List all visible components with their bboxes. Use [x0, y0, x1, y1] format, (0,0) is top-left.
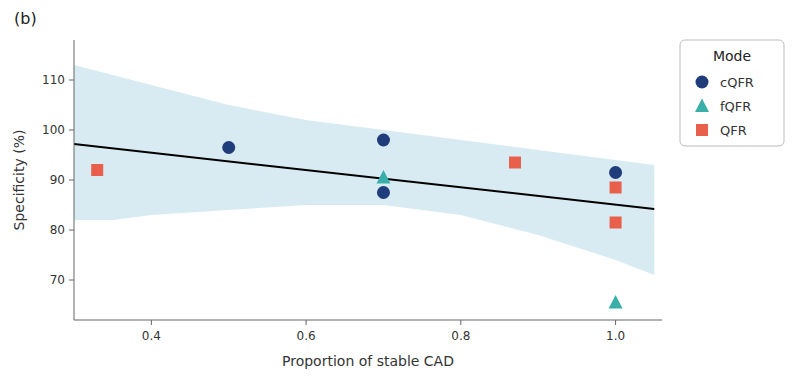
x-tick-label: 1.0 — [606, 329, 625, 343]
legend-marker — [696, 124, 708, 136]
scatter-series — [222, 134, 622, 200]
regression-line — [74, 144, 654, 209]
x-tick-label: 0.8 — [451, 329, 470, 343]
scatter-point — [222, 141, 235, 154]
x-axis-line — [74, 320, 662, 321]
scatter-point — [610, 182, 622, 194]
x-tick — [615, 320, 616, 325]
x-tick — [151, 320, 152, 325]
axes: 0.4 0.6 0.8 1.0 70 80 90 100 110 — [42, 40, 662, 343]
legend: Mode cQFR fQFR QFR — [680, 40, 784, 146]
legend-title: Mode — [713, 48, 751, 64]
scatter-point — [509, 157, 521, 169]
y-tick-label: 110 — [42, 73, 65, 87]
y-tick — [69, 80, 74, 81]
plot-area — [74, 65, 654, 309]
y-tick-label: 80 — [50, 223, 65, 237]
scatter-point — [609, 295, 623, 309]
scatter-series — [376, 170, 622, 309]
scatter-series — [91, 157, 621, 229]
legend-label: QFR — [720, 123, 747, 138]
scatter-point — [91, 164, 103, 176]
x-tick-label: 0.4 — [142, 329, 161, 343]
legend-marker — [695, 99, 709, 113]
y-tick — [69, 230, 74, 231]
scatter-point — [377, 134, 390, 147]
y-tick-label: 100 — [42, 123, 65, 137]
scatter-point — [376, 170, 390, 184]
panel-label: (b) — [14, 9, 37, 28]
x-axis-label: Proportion of stable CAD — [282, 353, 454, 369]
y-axis-label: Specificity (%) — [11, 130, 27, 231]
y-tick-label: 90 — [50, 173, 65, 187]
y-tick — [69, 130, 74, 131]
x-tick — [460, 320, 461, 325]
confidence-band — [74, 65, 654, 275]
chart: 0.4 0.6 0.8 1.0 70 80 90 100 110 Proportion of st… — [0, 0, 800, 380]
legend-frame — [680, 40, 784, 146]
y-tick — [69, 280, 74, 281]
scatter-point — [377, 186, 390, 199]
scatter-point — [609, 166, 622, 179]
x-tick-label: 0.6 — [297, 329, 316, 343]
legend-label: fQFR — [720, 99, 751, 114]
x-tick — [306, 320, 307, 325]
scatter-point — [610, 217, 622, 229]
y-tick-label: 70 — [50, 273, 65, 287]
legend-marker — [696, 76, 709, 89]
legend-label: cQFR — [720, 75, 754, 90]
y-tick — [69, 180, 74, 181]
